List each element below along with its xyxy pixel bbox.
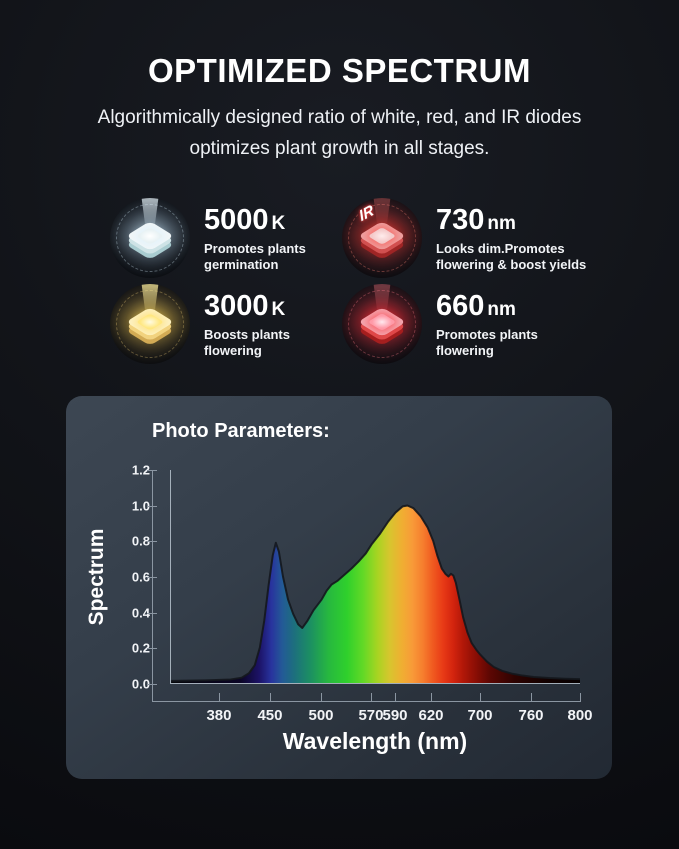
- feature-description: Promotes plants flowering: [436, 327, 538, 358]
- feature-unit: nm: [487, 299, 516, 320]
- x-tick-mark: [321, 693, 322, 701]
- feature-660nm: 660 nm Promotes plants flowering: [342, 284, 538, 364]
- x-axis-title: Wavelength (nm): [282, 728, 468, 754]
- warm-led-chip-icon: [110, 284, 190, 364]
- y-tick-mark: [147, 541, 157, 543]
- y-tick-mark: [147, 684, 157, 685]
- photo-parameters-panel: Photo Parameters: Spectrum 1.2 1.0 0.8 0.6 0…: [66, 396, 612, 779]
- x-tick-mark: [531, 693, 532, 701]
- y-tick-label: 1.0: [131, 498, 150, 514]
- feature-value: 5000 K: [204, 204, 286, 236]
- x-tick-label: 380: [206, 707, 232, 724]
- x-tick-label: 620: [418, 707, 444, 724]
- feature-value: 3000 K: [204, 290, 286, 322]
- feature-value: 730 nm: [436, 204, 516, 236]
- led-die: [367, 312, 397, 331]
- y-tick-label: 0.2: [131, 640, 150, 656]
- spectrum-outline: [171, 504, 580, 682]
- spectrum-area-chart: [171, 504, 580, 683]
- y-tick-label: 0.0: [131, 676, 150, 692]
- x-tick-label: 500: [308, 707, 334, 724]
- led-die: [135, 312, 165, 331]
- x-tick-label: 700: [467, 707, 493, 724]
- white-led-chip-icon: [110, 198, 190, 278]
- y-tick-label: 1.2: [131, 462, 150, 478]
- feature-description: Promotes plants germination: [204, 241, 306, 272]
- spectrum-fill: [171, 505, 580, 683]
- feature-unit: K: [271, 213, 286, 234]
- page-title: OPTIMIZED SPECTRUM: [147, 52, 531, 89]
- led-die: [367, 226, 397, 245]
- x-tick-label: 590: [382, 707, 408, 724]
- y-tick-mark: [147, 505, 157, 507]
- y-tick-mark: [147, 577, 157, 578]
- x-tick-mark: [370, 693, 372, 701]
- feature-3000k: 3000 K Boosts plants flowering: [110, 284, 290, 364]
- x-tick-label: 570: [358, 707, 384, 724]
- spectrum-plot-area: [170, 470, 580, 684]
- x-tick-mark: [395, 693, 396, 701]
- x-tick-label: 760: [518, 707, 544, 724]
- page-subtitle-line2: optimizes plant growth in all stages.: [189, 138, 490, 159]
- led-die: [135, 226, 165, 245]
- y-tick-label: 0.6: [131, 569, 150, 585]
- feature-730nm: IR 730 nm Looks dim.Promotes flowering & b…: [342, 198, 586, 278]
- y-axis-title: Spectrum: [85, 528, 108, 626]
- feature-unit: nm: [487, 213, 516, 234]
- red-led-chip-icon: [342, 284, 422, 364]
- feature-value: 660 nm: [436, 290, 516, 322]
- page-subtitle-line1: Algorithmically designed ratio of white,…: [97, 107, 582, 128]
- page-subtitle: Algorithmically designed ratio of white,…: [0, 102, 679, 164]
- x-tick-label: 800: [567, 707, 593, 724]
- ir-led-chip-icon: IR: [342, 198, 422, 278]
- feature-unit: K: [271, 299, 286, 320]
- x-tick-mark: [431, 693, 432, 701]
- chart-title: Photo Parameters:: [152, 420, 330, 442]
- x-tick-label: 450: [257, 707, 283, 724]
- x-tick-mark: [269, 693, 271, 701]
- x-tick-mark: [580, 693, 581, 701]
- y-tick-mark: [147, 648, 157, 650]
- circuit-trace-decoration: [348, 290, 416, 358]
- feature-description: Looks dim.Promotes flowering & boost yiel…: [436, 241, 587, 272]
- x-tick-mark: [218, 693, 220, 701]
- feature-description: Boosts plants flowering: [204, 327, 290, 358]
- y-tick-label: 0.8: [131, 533, 150, 549]
- y-tick-mark: [147, 470, 157, 471]
- circuit-trace-decoration: [348, 204, 416, 272]
- x-tick-mark: [480, 693, 481, 701]
- y-tick-mark: [147, 612, 157, 614]
- y-axis-ruler: [152, 470, 153, 701]
- x-axis-ruler: [152, 701, 581, 702]
- y-tick-label: 0.4: [131, 605, 150, 621]
- feature-5000k: 5000 K Promotes plants germination: [110, 198, 306, 278]
